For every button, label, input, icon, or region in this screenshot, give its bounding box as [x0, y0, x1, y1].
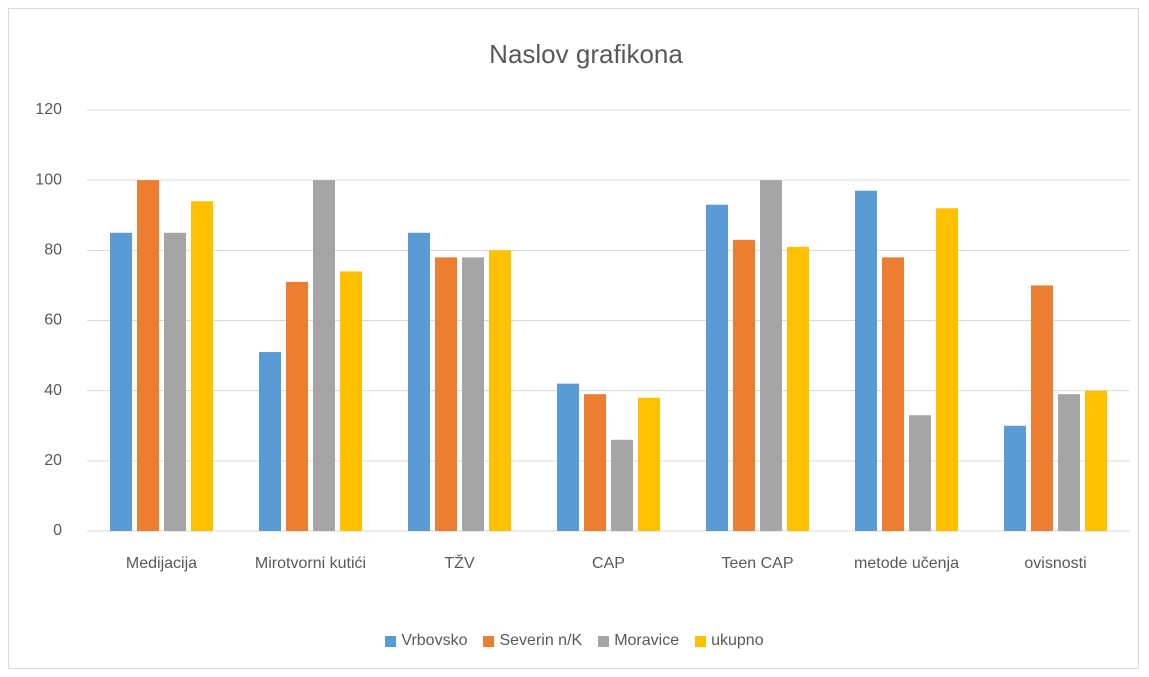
- bar: [340, 271, 362, 531]
- legend-label: Moravice: [614, 632, 680, 649]
- bar: [787, 246, 809, 531]
- bar: [706, 204, 728, 531]
- bar: [489, 250, 511, 532]
- bar: [435, 257, 457, 531]
- bar: [259, 352, 281, 531]
- bar: [855, 190, 877, 532]
- y-tick-label: 0: [53, 522, 62, 539]
- bar: [408, 232, 430, 531]
- bar: [313, 180, 335, 531]
- x-tick-label: Mirotvorni kutići: [254, 555, 367, 572]
- bar: [909, 415, 931, 531]
- bar: [584, 394, 606, 531]
- bar: [1004, 425, 1026, 531]
- chart-title: Naslov grafikona: [489, 39, 683, 69]
- x-tick-label: CAP: [592, 555, 625, 572]
- legend-item: Severin n/K: [483, 632, 582, 650]
- bar: [110, 232, 132, 531]
- legend-swatch: [483, 635, 495, 647]
- legend-label: Vrbovsko: [401, 632, 468, 649]
- legend-swatch: [385, 635, 397, 647]
- legend: Vrbovsko Severin n/K Moravice ukupno: [0, 632, 1149, 650]
- bar: [191, 201, 213, 531]
- legend-label: Severin n/K: [499, 632, 583, 649]
- bar: [1085, 390, 1107, 531]
- bar: [1058, 394, 1080, 531]
- y-tick-label: 20: [44, 452, 62, 469]
- x-tick-label: ovisnosti: [1024, 555, 1087, 572]
- bar: [462, 257, 484, 531]
- bar: [733, 239, 755, 531]
- bar: [137, 180, 159, 531]
- bar: [286, 281, 308, 531]
- bar: [164, 232, 186, 531]
- bar: [936, 208, 958, 531]
- chart-frame: [8, 8, 1139, 669]
- bar: [760, 180, 782, 531]
- x-tick-label: Teen CAP: [721, 555, 794, 572]
- bar: [882, 257, 904, 531]
- legend-item: Moravice: [598, 632, 679, 650]
- legend-label: ukupno: [711, 632, 764, 649]
- y-tick-label: 80: [44, 242, 62, 259]
- x-tick-label: Medijacija: [125, 555, 198, 572]
- legend-item: ukupno: [695, 632, 764, 650]
- bar: [611, 439, 633, 531]
- y-tick-label: 100: [35, 171, 62, 188]
- y-tick-label: 60: [44, 312, 62, 329]
- legend-swatch: [695, 635, 707, 647]
- x-tick-label: metode učenja: [854, 555, 959, 572]
- y-tick-label: 120: [35, 101, 62, 118]
- x-tick-label: TŽV: [444, 555, 475, 572]
- bar: [638, 397, 660, 531]
- bar: [1031, 285, 1053, 531]
- bar: [557, 383, 579, 531]
- y-tick-label: 40: [44, 382, 62, 399]
- legend-swatch: [598, 635, 610, 647]
- legend-item: Vrbovsko: [385, 632, 467, 650]
